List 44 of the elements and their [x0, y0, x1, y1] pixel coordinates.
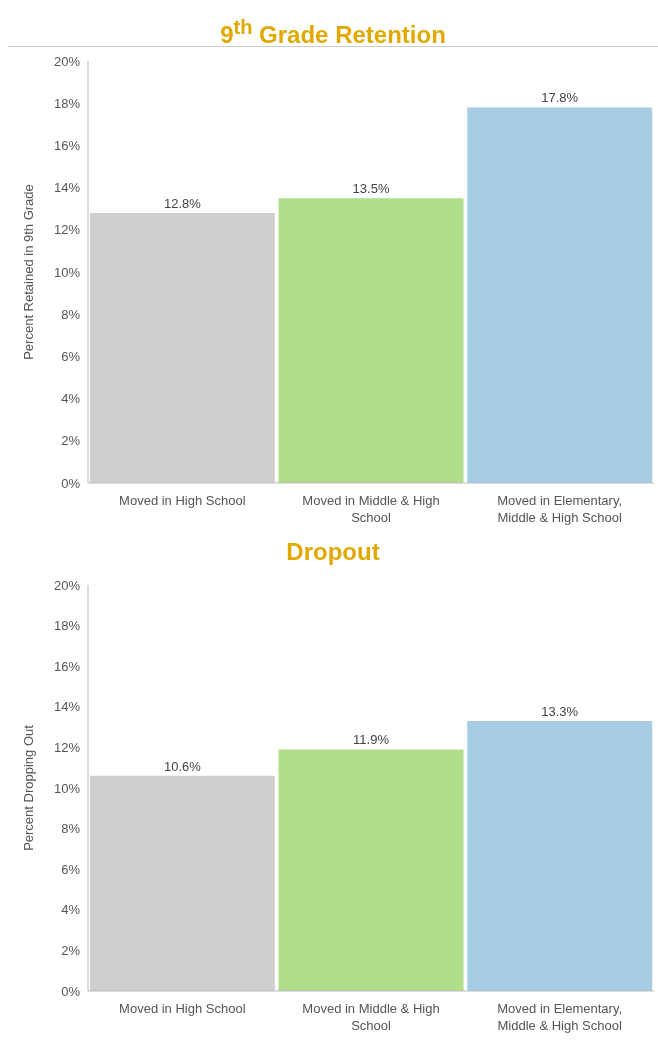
x-tick-label: Moved in Elementary, Middle & High School	[497, 493, 623, 525]
chart-title: Dropout	[285, 537, 381, 567]
y-tick-label: 14%	[53, 180, 81, 196]
y-tick-label: 6%	[61, 861, 81, 877]
y-tick-label: 2%	[61, 433, 81, 449]
y-tick-label: 18%	[53, 618, 81, 634]
y-tick-label: 20%	[53, 53, 81, 69]
data-label: 12.8%	[163, 195, 202, 211]
y-tick-label: 0%	[61, 475, 81, 491]
y-tick-label: 12%	[53, 222, 81, 238]
y-tick-label: 6%	[61, 349, 81, 365]
data-label: 13.5%	[352, 181, 390, 197]
x-tick-label: Moved in High School	[119, 1001, 246, 1016]
data-label: 10.6%	[163, 758, 202, 774]
y-tick-label: 14%	[53, 699, 81, 715]
y-tick-label: 20%	[53, 577, 81, 593]
y-tick-label: 8%	[61, 306, 81, 322]
x-tick-label: Moved in Elementary, Middle & High School	[497, 1001, 623, 1033]
y-axis-title: Percent Dropping Out	[20, 724, 36, 851]
y-tick-label: 8%	[61, 821, 81, 837]
bar	[467, 721, 653, 991]
bar	[278, 749, 464, 991]
y-tick-label: 16%	[53, 138, 81, 154]
bar	[278, 198, 464, 483]
x-tick-label: Moved in High School	[119, 493, 246, 508]
y-tick-label: 12%	[53, 740, 81, 756]
y-tick-label: 10%	[53, 264, 81, 280]
y-tick-label: 18%	[53, 95, 81, 111]
y-tick-label: 4%	[61, 902, 81, 918]
data-label: 11.9%	[353, 732, 390, 748]
x-tick-label: Moved in Middle & High School	[302, 493, 440, 525]
data-label: 17.8%	[541, 90, 579, 106]
y-tick-label: 0%	[61, 983, 81, 999]
y-tick-label: 16%	[53, 658, 81, 674]
y-axis-title: Percent Retained in 9th Grade	[20, 184, 36, 360]
data-label: 13.3%	[541, 704, 579, 720]
x-tick-label: Moved in Middle & High School	[302, 1001, 440, 1033]
bar	[467, 107, 653, 483]
chart-title: 9$^{th}$ Grade Retention	[8, 8, 658, 48]
bar	[89, 775, 275, 991]
bar	[89, 212, 275, 483]
y-tick-label: 4%	[61, 391, 81, 407]
y-tick-label: 2%	[61, 943, 81, 959]
y-tick-label: 10%	[53, 780, 81, 796]
